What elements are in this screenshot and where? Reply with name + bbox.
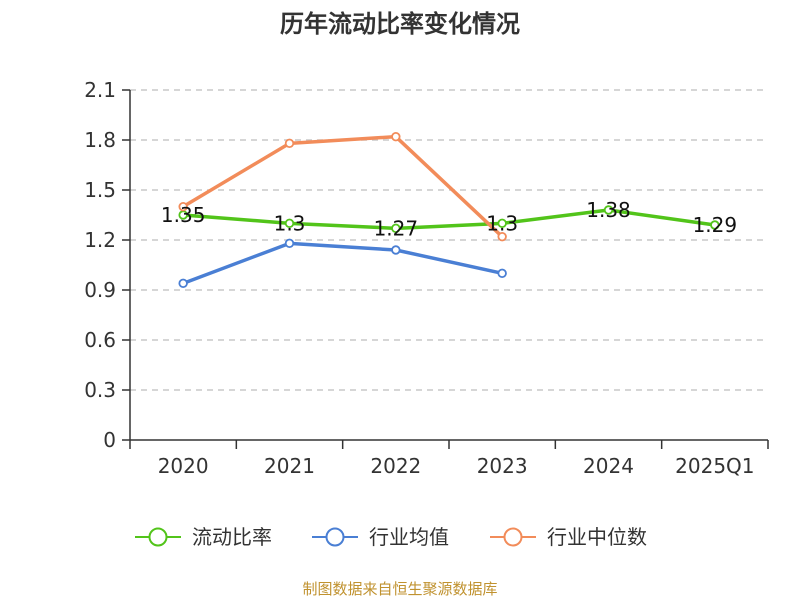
series-line-0 — [181, 208, 717, 231]
series-0-data-label-1: 1.3 — [274, 211, 306, 235]
x-tick-label-3: 2023 — [477, 454, 528, 478]
y-tick-label-0: 0 — [103, 428, 116, 452]
series-0-data-label-2: 1.27 — [374, 216, 419, 240]
series-line-1 — [181, 241, 504, 286]
legend-label-1: 行业均值 — [369, 525, 449, 549]
series-1-point-1 — [284, 238, 295, 249]
y-tick-label-2: 0.6 — [84, 328, 116, 352]
series-1-point-3 — [497, 268, 507, 279]
legend-swatch-marker-1 — [325, 527, 345, 547]
x-tick-label-4: 2024 — [583, 454, 634, 478]
y-tick-label-3: 0.9 — [84, 278, 116, 302]
x-tick-label-2: 2022 — [370, 454, 421, 478]
y-tick-label-6: 1.8 — [84, 128, 116, 152]
grid-lines — [130, 89, 768, 391]
legend-label-0: 流动比率 — [192, 525, 272, 549]
series-1-point-0 — [178, 278, 188, 289]
series-2-point-1 — [284, 138, 295, 149]
y-tick-label-1: 0.3 — [84, 378, 116, 402]
series-0-data-label-3: 1.3 — [486, 211, 518, 235]
legend-item-2[interactable]: 行业中位数 — [490, 525, 647, 549]
series-lines — [178, 131, 720, 289]
series-0-point-4 — [603, 205, 614, 215]
series-2-point-0 — [178, 201, 188, 212]
y-tick-label-5: 1.5 — [84, 178, 116, 202]
data-labels: 1.35 1.3 1.27 1.3 1.38 1.29 — [161, 198, 737, 240]
y-tick-label-7: 2.1 — [84, 78, 116, 102]
series-2-point-2 — [391, 131, 401, 142]
legend: 流动比率 行业均值 行业中位数 — [135, 525, 647, 549]
series-line-2 — [181, 134, 504, 239]
source-note: 制图数据来自恒生聚源数据库 — [302, 580, 498, 598]
series-0-point-3 — [497, 218, 507, 229]
series-0-data-label-0: 1.35 — [161, 203, 206, 227]
legend-item-0[interactable]: 流动比率 — [135, 525, 272, 549]
y-tick-label-4: 1.2 — [84, 228, 116, 252]
axes: 0 0.3 0.6 0.9 1.2 1.5 1.8 2.1 2020 2021 2022 2023 20… — [84, 78, 769, 478]
legend-swatch-marker-0 — [148, 527, 168, 547]
series-0-point-5 — [710, 220, 720, 230]
series-0-data-label-5: 1.29 — [693, 213, 738, 237]
series-1-point-2 — [391, 245, 401, 255]
legend-label-2: 行业中位数 — [547, 525, 647, 549]
series-0-point-1 — [284, 218, 295, 229]
x-tick-label-1: 2021 — [264, 454, 315, 478]
series-0-data-label-4: 1.38 — [586, 198, 631, 222]
x-tick-label-0: 2020 — [158, 454, 209, 478]
series-0-point-2 — [391, 223, 401, 234]
legend-item-1[interactable]: 行业均值 — [312, 525, 449, 549]
chart-title: 历年流动比率变化情况 — [280, 10, 520, 38]
legend-swatch-marker-2 — [503, 527, 523, 547]
series-2-point-3 — [497, 231, 507, 242]
x-tick-label-5: 2025Q1 — [675, 454, 754, 478]
